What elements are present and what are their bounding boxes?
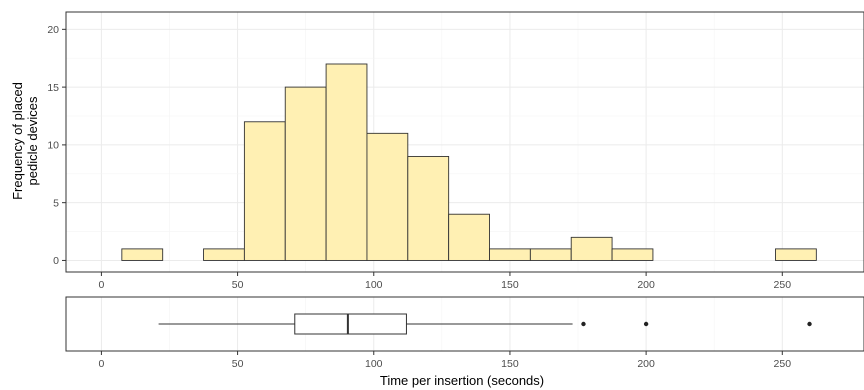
x-tick-label: 200	[637, 279, 655, 291]
y-axis-title-line-2: pedicle devices	[25, 96, 40, 185]
histogram-bar	[529, 248, 572, 261]
box-x-tick-label: 50	[232, 358, 244, 370]
histogram-bar	[611, 248, 654, 261]
histogram-x-axis: 0 50 100 150 200 250	[98, 272, 791, 291]
histogram-bar	[243, 121, 286, 261]
y-tick-label: 5	[53, 197, 59, 209]
interquartile-box	[294, 313, 407, 335]
histogram-bar	[489, 248, 531, 261]
histogram-bar	[325, 63, 368, 261]
boxplot-x-axis: 0 50 100 150 200 250	[98, 351, 791, 370]
outlier-point	[581, 321, 586, 327]
x-tick-label: 0	[98, 279, 104, 291]
outlier-point	[807, 321, 812, 327]
x-tick-label: 250	[774, 279, 792, 291]
histogram-bar	[366, 132, 409, 261]
outlier-point	[643, 321, 649, 327]
histogram-panel: 0 5 10 15 20 0 50 100 150 200 250 Frequency of pl…	[10, 11, 864, 291]
x-tick-label: 150	[501, 279, 519, 291]
histogram-bar	[570, 236, 613, 261]
y-tick-label: 20	[47, 24, 59, 36]
boxplot-marks	[158, 313, 812, 335]
histogram-bar	[203, 248, 245, 261]
x-axis-title: Time per insertion (seconds)	[380, 373, 544, 388]
x-tick-label: 100	[365, 279, 383, 291]
box-x-tick-label: 150	[501, 358, 519, 370]
y-axis-title-line-1: Frequency of placed	[10, 82, 25, 200]
histogram-bar	[121, 248, 164, 261]
boxplot-panel-border	[65, 296, 864, 352]
histogram-bar	[284, 86, 327, 261]
histogram-bar	[775, 248, 817, 261]
histogram-bars	[121, 63, 817, 261]
box-x-tick-label: 0	[98, 358, 104, 370]
y-tick-label: 15	[47, 82, 59, 94]
boxplot-panel: 0 50 100 150 200 250 Time per insertion (seco…	[65, 296, 864, 388]
histogram-bar	[407, 155, 450, 261]
box-x-tick-label: 250	[774, 358, 792, 370]
histogram-y-axis: 0 5 10 15 20	[47, 24, 66, 267]
y-tick-label: 0	[53, 255, 59, 267]
y-tick-label: 10	[47, 140, 59, 152]
box-x-tick-label: 100	[365, 358, 383, 370]
histogram-bar	[448, 213, 490, 261]
x-tick-label: 50	[232, 279, 244, 291]
histogram-panel-border	[65, 11, 864, 273]
box-x-tick-label: 200	[637, 358, 655, 370]
